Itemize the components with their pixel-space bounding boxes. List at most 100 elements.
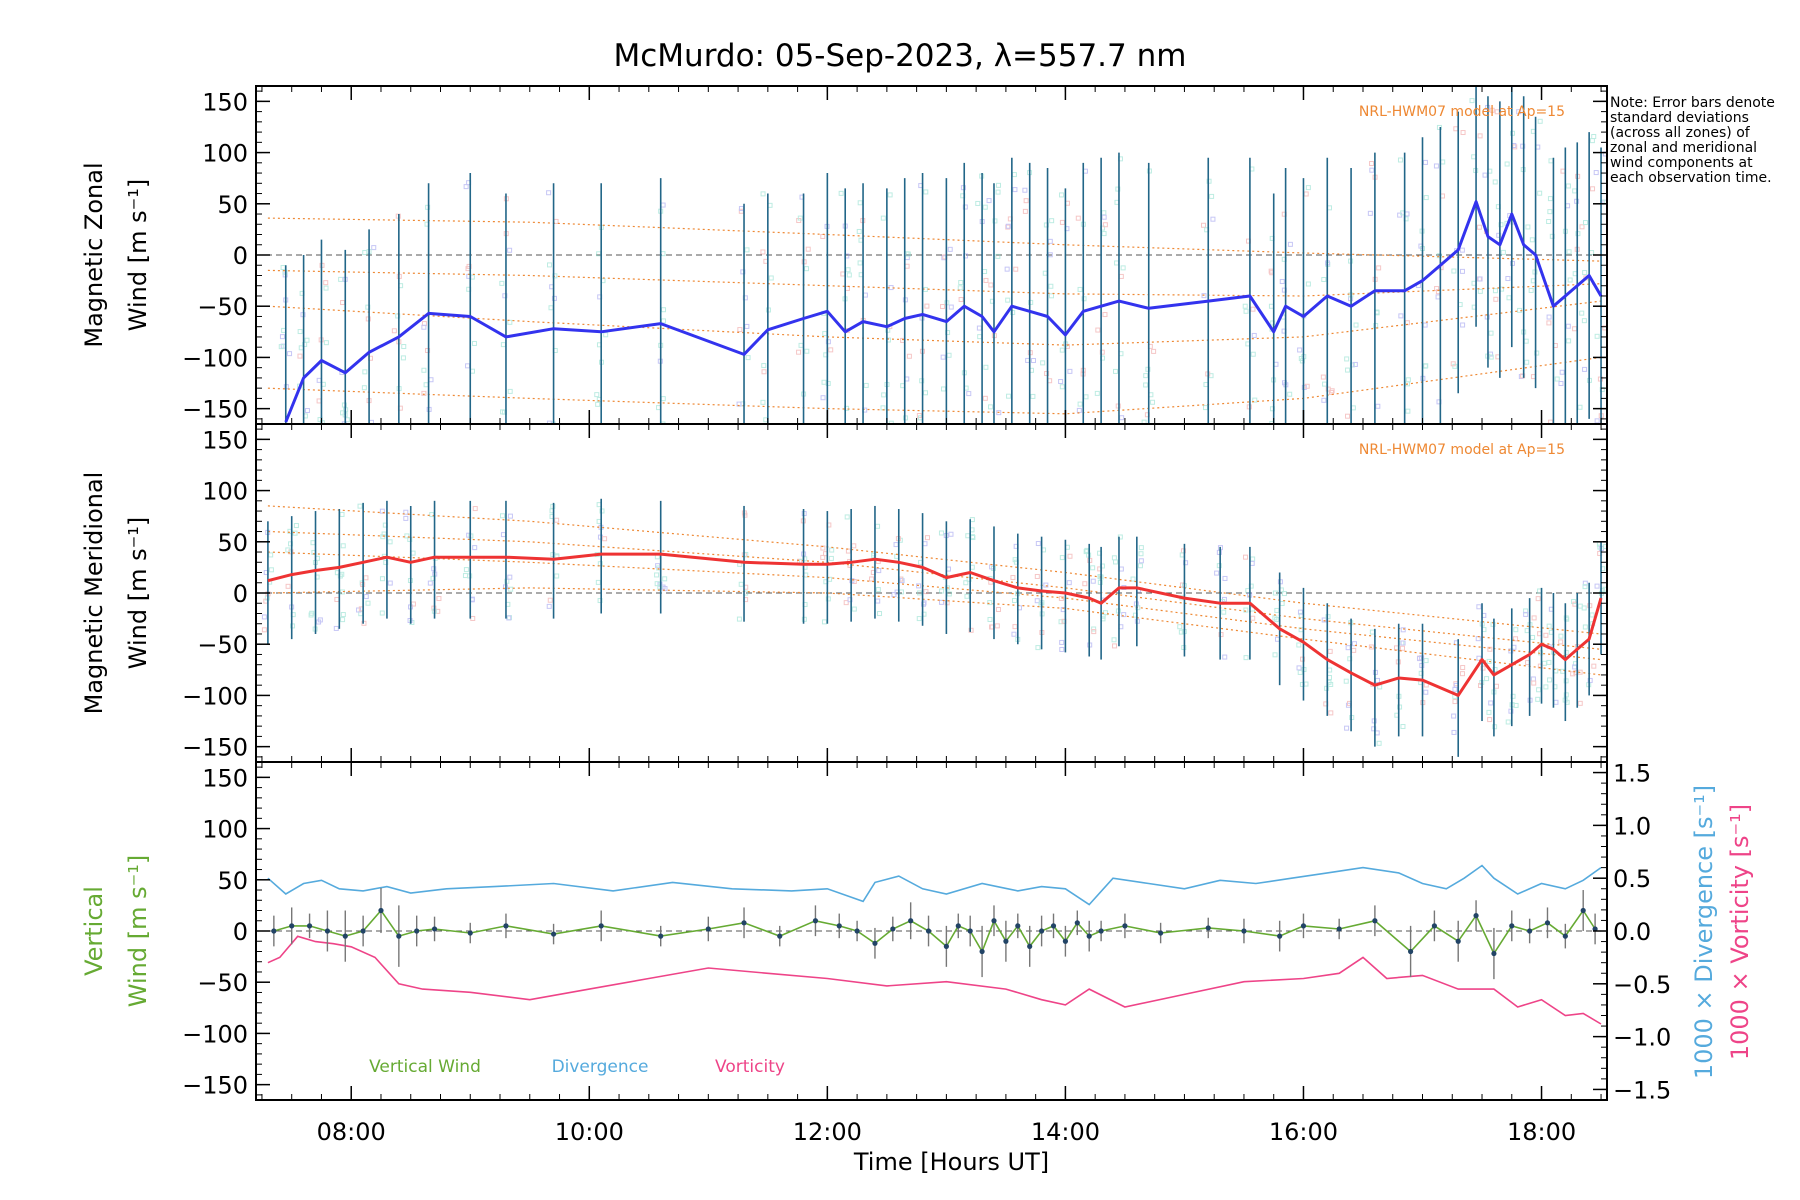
zonal-zone-point bbox=[471, 340, 477, 346]
vertical-wind-point bbox=[955, 923, 961, 929]
zonal-zone-point bbox=[1048, 293, 1054, 299]
meridional-zone-point bbox=[654, 581, 660, 587]
zonal-zone-point bbox=[1565, 183, 1571, 189]
zonal-zone-point bbox=[1492, 179, 1498, 185]
zonal-zone-point bbox=[1327, 205, 1333, 211]
meridional-zone-point bbox=[965, 533, 971, 539]
zonal-zone-point bbox=[1476, 224, 1482, 230]
meridional-zone-point bbox=[1423, 658, 1429, 664]
meridional-zone-point bbox=[1563, 692, 1569, 698]
vertical-wind-point bbox=[1003, 938, 1009, 944]
meridional-ylabel-line1: Magnetic Meridional bbox=[80, 472, 108, 715]
meridional-zone-point bbox=[1492, 667, 1498, 673]
meridional-zone-point bbox=[1344, 725, 1350, 731]
meridional-zone-point bbox=[602, 536, 608, 542]
meridional-zone-point bbox=[1582, 624, 1588, 630]
meridional-zone-point bbox=[829, 547, 835, 553]
zonal-zone-point bbox=[1422, 363, 1428, 369]
meridional-zone-point bbox=[285, 547, 291, 553]
zonal-wind-line bbox=[284, 200, 1603, 423]
zonal-zone-point bbox=[946, 352, 952, 358]
zonal-zone-point bbox=[904, 263, 910, 269]
meridional-zone-point bbox=[916, 583, 922, 589]
zonal-zone-point bbox=[862, 292, 868, 298]
meridional-zone-point bbox=[964, 593, 970, 599]
zonal-zone-point bbox=[1115, 186, 1121, 192]
zonal-zone-point bbox=[362, 369, 368, 375]
zonal-tick-label: 100 bbox=[202, 140, 248, 168]
meridional-zone-point bbox=[987, 600, 993, 606]
meridional-zone-point bbox=[547, 597, 553, 603]
meridional-zone-point bbox=[1321, 617, 1327, 623]
zonal-zone-point bbox=[391, 328, 397, 334]
meridional-zone-point bbox=[1582, 584, 1588, 590]
zonal-zone-point bbox=[1593, 170, 1599, 176]
zonal-model-curve-1 bbox=[267, 269, 1602, 297]
zonal-zone-point bbox=[983, 364, 989, 370]
meridional-zone-point bbox=[1250, 615, 1256, 621]
zonal-zone-point bbox=[469, 368, 475, 374]
zonal-zone-point bbox=[1114, 260, 1120, 266]
meridional-zone-point bbox=[404, 533, 410, 539]
vertical-wind-point bbox=[1122, 923, 1128, 929]
zonal-zone-point bbox=[1005, 223, 1011, 229]
zonal-zone-point bbox=[1075, 215, 1081, 221]
meridional-zone-point bbox=[736, 616, 742, 622]
meridional-zone-point bbox=[293, 523, 299, 529]
meridional-zone-point bbox=[821, 619, 827, 625]
vertical-ylabel-line1: Vertical bbox=[80, 886, 108, 976]
vertical-wind-point bbox=[324, 928, 331, 934]
zonal-zone-point bbox=[297, 353, 303, 359]
meridional-zone-point bbox=[1279, 601, 1285, 607]
zonal-zone-point bbox=[822, 331, 828, 337]
meridional-zone-point bbox=[379, 508, 385, 514]
meridional-zone-point bbox=[1138, 545, 1144, 551]
vertical-wind-point bbox=[1062, 938, 1069, 944]
zonal-zone-point bbox=[500, 342, 506, 348]
zonal-zone-point bbox=[1287, 241, 1293, 247]
meridional-zone-point bbox=[1034, 573, 1040, 579]
meridional-zone-point bbox=[340, 617, 346, 623]
zonal-zone-point bbox=[996, 182, 1002, 188]
zonal-zone-point bbox=[1572, 326, 1578, 332]
meridional-zone-point bbox=[379, 576, 385, 582]
meridional-zone-point bbox=[1297, 609, 1303, 615]
meridional-wind-line bbox=[267, 552, 1603, 697]
zonal-zone-point bbox=[1500, 249, 1506, 255]
meridional-zone-point bbox=[738, 581, 744, 587]
zonal-zone-point bbox=[1581, 318, 1587, 324]
vertical-wind-point bbox=[991, 918, 997, 924]
zonal-zone-point bbox=[975, 200, 981, 206]
vertical-wind-point bbox=[705, 926, 711, 932]
zonal-zone-point bbox=[1590, 186, 1596, 192]
zonal-zone-point bbox=[1460, 322, 1466, 328]
meridional-zone-point bbox=[1274, 607, 1280, 613]
meridional-zone-point bbox=[1423, 689, 1429, 695]
meridional-zone-point bbox=[290, 623, 296, 629]
meridional-zone-point bbox=[1113, 559, 1119, 565]
zonal-zone-point bbox=[1589, 250, 1595, 256]
meridional-zone-point bbox=[1243, 655, 1249, 661]
vertical-tick-label: 150 bbox=[202, 764, 248, 792]
meridional-zone-point bbox=[1091, 629, 1097, 635]
meridional-zone-point bbox=[966, 576, 972, 582]
meridional-zone-point bbox=[825, 596, 831, 602]
zonal-zone-point bbox=[767, 202, 773, 208]
meridional-zone-point bbox=[268, 567, 274, 573]
zonal-zone-point bbox=[1150, 399, 1156, 405]
zonal-zone-point bbox=[297, 329, 303, 335]
meridional-zone-point bbox=[597, 561, 603, 567]
meridional-zone-point bbox=[1451, 729, 1457, 735]
zonal-zone-point bbox=[1273, 361, 1279, 367]
meridional-zone-point bbox=[1221, 609, 1227, 615]
meridional-zone-point bbox=[1558, 633, 1564, 639]
right-tick-label: −1.5 bbox=[1613, 1076, 1671, 1104]
meridional-zone-point bbox=[387, 539, 393, 545]
meridional-zone-point bbox=[922, 541, 928, 547]
meridional-zone-point bbox=[1222, 575, 1228, 581]
zonal-zone-point bbox=[595, 401, 601, 407]
zonal-zone-point bbox=[1067, 368, 1073, 374]
zonal-zone-point bbox=[845, 267, 851, 273]
right-tick-label: −0.5 bbox=[1613, 971, 1671, 999]
